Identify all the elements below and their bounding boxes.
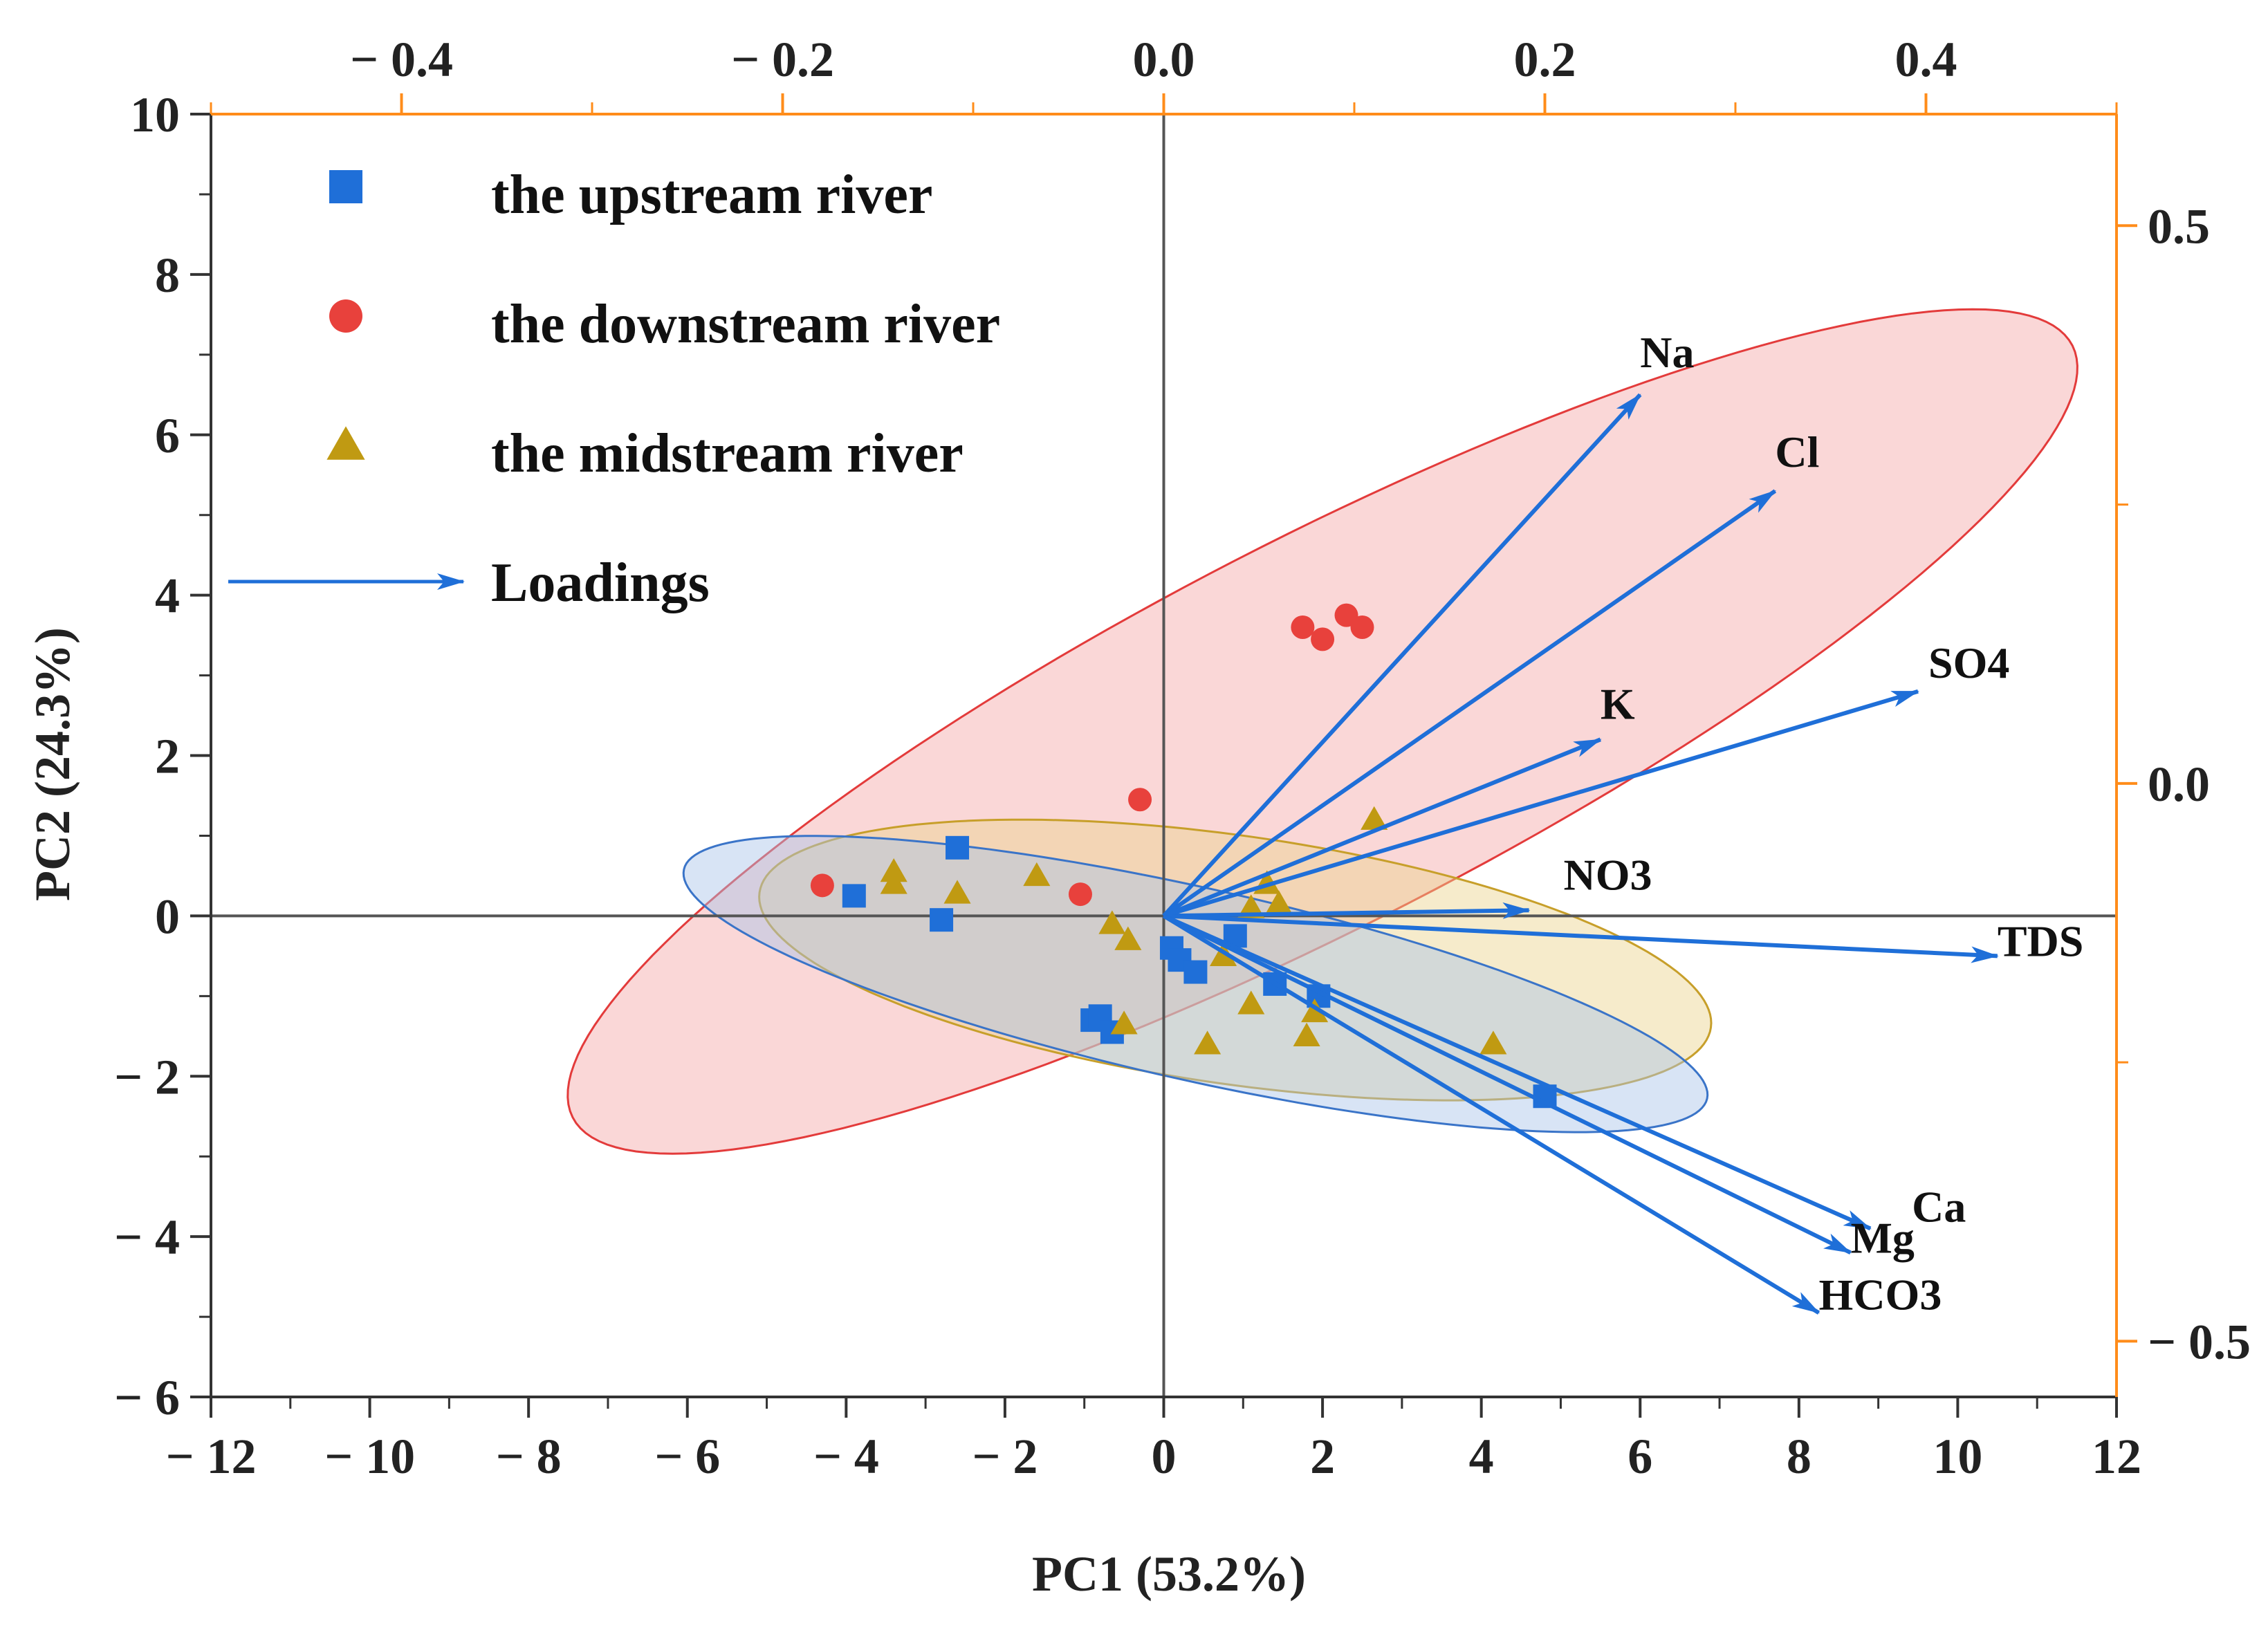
legend-label: the upstream river (491, 165, 932, 225)
triangle-point (1237, 990, 1265, 1015)
y-tick-label: 10 (130, 87, 180, 142)
triangle-point (880, 858, 907, 882)
circle-point (1068, 882, 1092, 907)
loading-label-NO3: NO3 (1564, 850, 1652, 899)
x-tick-label: 4 (1469, 1429, 1494, 1484)
y-tick-label: 4 (155, 568, 180, 624)
top-tick-label: 0.0 (1133, 32, 1195, 87)
legend-circle-icon (329, 299, 362, 333)
series-the-midstream-river (880, 806, 1507, 1055)
y-tick-label: 0 (155, 889, 180, 944)
loading-label-Na: Na (1640, 328, 1694, 377)
y-tick-label: 2 (155, 729, 180, 784)
square-point (1183, 960, 1208, 984)
circle-point (810, 873, 834, 898)
x-tick-label: − 12 (165, 1429, 256, 1484)
square-point (930, 908, 954, 932)
legend-label: Loadings (491, 553, 710, 613)
square-point (946, 835, 970, 860)
loading-label-SO4: SO4 (1928, 638, 2009, 687)
legend-item-Loadings: Loadings (228, 553, 710, 613)
triangle-point (1114, 926, 1142, 950)
legend: the upstream river the downstream river th… (228, 165, 1000, 613)
triangle-point (1098, 910, 1126, 934)
x-tick-label: 12 (2092, 1429, 2141, 1484)
legend-label: the midstream river (491, 423, 964, 484)
triangle-point (1194, 1030, 1221, 1055)
x-tick-label: − 4 (813, 1429, 879, 1484)
loading-arrow-Cl (1162, 489, 1777, 918)
legend-label: the downstream river (491, 294, 1000, 355)
top-tick-label: 0.2 (1514, 32, 1576, 87)
x-tick-label: − 8 (496, 1429, 562, 1484)
ellipse-the-downstream-river (566, 308, 2078, 1155)
legend-square-icon (329, 170, 362, 203)
score-points (810, 603, 1557, 1109)
x-tick-label: 0 (1152, 1429, 1177, 1484)
triangle-point (1293, 1022, 1320, 1046)
top-tick-label: − 0.2 (731, 32, 834, 87)
triangle-point (943, 880, 971, 904)
x-tick-label: − 6 (654, 1429, 720, 1484)
right-tick-label: − 0.5 (2148, 1314, 2251, 1369)
loading-arrow-TDS (1163, 914, 1999, 963)
loading-label-K: K (1601, 679, 1635, 728)
loading-arrow-HCO3 (1162, 914, 1820, 1315)
triangle-point (1479, 1030, 1507, 1055)
top-tick-label: − 0.4 (350, 32, 453, 87)
x-tick-label: − 2 (972, 1429, 1038, 1484)
legend-item-the-downstream-river: the downstream river (329, 294, 1000, 355)
triangle-point (1361, 806, 1388, 830)
loading-label-Cl: Cl (1775, 427, 1819, 476)
loading-label-HCO3: HCO3 (1819, 1270, 1942, 1319)
loading-label-TDS: TDS (1998, 916, 2084, 965)
triangle-point (1301, 998, 1329, 1023)
y-tick-label: − 6 (114, 1370, 180, 1425)
loading-arrow-Mg (1163, 914, 1852, 1255)
loading-label-Ca: Ca (1912, 1183, 1966, 1232)
triangle-point (1023, 862, 1051, 887)
x-axis-title: PC1 (53.2%) (1032, 1546, 1306, 1602)
x-tick-label: 8 (1787, 1429, 1811, 1484)
legend-triangle-icon (326, 426, 365, 460)
right-tick-label: 0.5 (2148, 198, 2210, 254)
y-tick-label: − 2 (114, 1049, 180, 1104)
right-tick-label: 0.0 (2148, 757, 2210, 812)
y-tick-label: − 4 (114, 1210, 180, 1265)
triangle-point (1237, 894, 1265, 918)
series-the-downstream-river (810, 603, 1374, 907)
x-tick-label: 6 (1628, 1429, 1652, 1484)
y-tick-label: 6 (155, 408, 180, 463)
x-tick-label: 2 (1310, 1429, 1335, 1484)
triangle-point (1265, 890, 1293, 914)
loading-label-Mg: Mg (1850, 1213, 1914, 1262)
legend-item-the-midstream-river: the midstream river (326, 423, 964, 484)
x-tick-label: − 10 (324, 1429, 415, 1484)
loading-arrow-SO4 (1163, 689, 1919, 918)
circle-point (1291, 615, 1315, 639)
loading-arrow-NO3 (1163, 902, 1531, 919)
triangle-point (1110, 1010, 1138, 1035)
legend-item-the-upstream-river: the upstream river (329, 165, 932, 225)
circle-point (1311, 627, 1335, 651)
y-tick-label: 8 (155, 248, 180, 303)
top-tick-label: 0.4 (1895, 32, 1957, 87)
axis-ticks: − 12 − 10 − 8 − 6 − 4 − 2 0 2 4 6 8 10 12 − 6 − 4 − 2 0 2… (114, 32, 2251, 1484)
square-point (842, 884, 866, 908)
loading-arrow-Na (1162, 393, 1642, 918)
circle-point (1128, 788, 1152, 812)
circle-point (1350, 615, 1374, 639)
loading-arrow-Ca (1163, 914, 1872, 1231)
loading-arrow-K (1163, 737, 1602, 918)
y-axis-title: PC2 (24.3%) (25, 627, 80, 901)
x-tick-label: 10 (1933, 1429, 1982, 1484)
triangle-point (880, 870, 907, 894)
